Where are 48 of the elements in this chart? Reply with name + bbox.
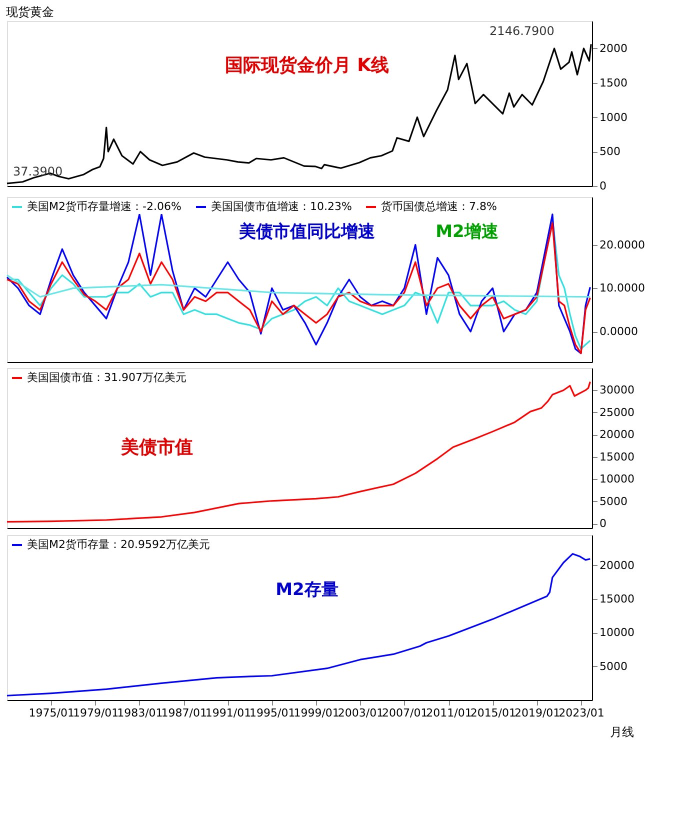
x-tick-label: 1999/01 [294,706,340,720]
annotation: M2增速 [436,222,498,242]
x-tick-label: 2011/01 [426,706,472,720]
y-tick-label: 5000 [600,494,628,508]
legend-label: 美国M2货币存量：20.9592万亿美元 [27,538,210,551]
legend-label: 美国国债市值增速：10.23% [211,200,352,213]
annotation: M2存量 [276,580,338,600]
annotation: 37.3900 [13,164,63,178]
legend-label: 货币国债总增速：7.8% [381,200,497,213]
y-tick-label: 20000 [600,558,634,572]
y-tick-label: 10000 [600,626,634,640]
y-tick-label: 0 [600,180,606,192]
y-tick-label: 1500 [600,76,628,90]
x-tick-label: 1975/01 [28,706,75,720]
y-tick-label: 20.0000 [600,238,645,252]
x-tick-label: 1987/01 [161,706,207,720]
annotation: 国际现货金价月 K线 [224,55,390,76]
y-tick-label: 25000 [600,406,634,419]
line-series [6,553,591,696]
y-tick-label: 15000 [600,592,634,606]
annotation: 美债市值同比增速 [238,222,375,242]
legend-label: 美国M2货币存量增速：-2.06% [27,200,182,213]
x-tick-label: 1983/01 [117,706,163,720]
y-tick-label: 2000 [600,42,628,55]
line-series [6,274,591,298]
text: 月线 [610,725,634,739]
y-tick-label: 30000 [600,384,634,397]
chart-title: 现货黄金 [6,5,54,19]
y-tick-label: 0.0000 [600,325,638,338]
x-tick-label: 2019/01 [514,706,560,720]
y-tick-label: 0 [600,517,606,530]
y-tick-label: 10.0000 [600,282,645,295]
x-tick-label: 1979/01 [72,706,119,720]
x-tick-label: 2023/01 [558,706,604,720]
y-tick-label: 5000 [600,660,628,673]
legend-label: 美国国债市值：31.907万亿美元 [27,371,186,384]
y-tick-label: 1000 [600,110,628,124]
x-tick-label: 1995/01 [250,706,296,720]
y-tick-label: 10000 [600,472,634,486]
y-tick-label: 15000 [600,450,634,464]
x-tick-label: 1991/01 [205,706,252,720]
y-tick-label: 20000 [600,428,634,442]
y-tick-label: 500 [600,145,620,158]
x-tick-label: 2007/01 [382,706,428,720]
x-tick-label: 2003/01 [338,706,384,720]
x-tick-label: 2015/01 [470,706,516,720]
annotation: 2146.7900 [490,24,554,38]
annotation: 美债市值 [120,437,193,458]
